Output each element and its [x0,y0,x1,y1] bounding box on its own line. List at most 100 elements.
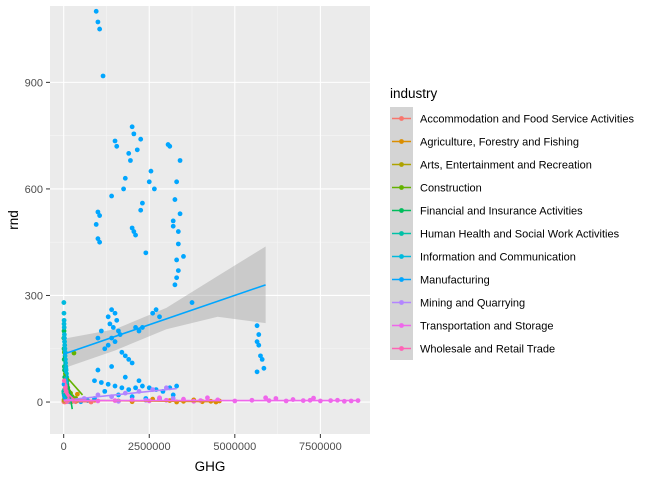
data-point [126,387,132,393]
y-axis-title: rnd [6,210,21,230]
legend-label: Accommodation and Food Service Activitie… [420,114,634,126]
data-point [116,328,121,334]
data-point [93,8,99,14]
data-point [109,307,115,313]
data-point [174,275,180,281]
legend-key-point [399,277,404,282]
data-point [105,314,111,320]
data-point [167,143,173,149]
data-point [97,239,103,245]
data-point [172,197,178,202]
data-point [105,342,111,348]
data-point [92,378,97,384]
data-point [107,321,113,327]
data-point [175,229,181,234]
data-point [136,378,142,384]
legend-key-point [399,208,404,213]
data-point [140,200,145,206]
legend-items: Accommodation and Food Service Activitie… [390,107,634,360]
confidence-bands [63,246,266,369]
data-point [95,367,101,373]
data-point [170,223,176,229]
legend-label: Agriculture, Forestry and Fishing [420,137,579,149]
y-tick-label: 600 [25,184,43,196]
data-point [170,218,176,224]
data-point [114,317,120,323]
x-axis-title: GHG [195,459,226,474]
data-point [61,328,67,334]
data-point [122,353,128,359]
data-point [105,381,111,387]
data-point [254,323,260,329]
data-point [134,147,140,153]
data-point [175,268,181,274]
data-point [157,395,162,401]
data-point [254,339,260,345]
data-point [98,328,104,334]
legend-label: Information and Communication [420,252,576,264]
data-point [95,209,101,215]
legend-key-point [399,346,404,351]
data-point [110,325,116,330]
data-point [263,395,269,401]
data-point [61,332,67,337]
data-point [97,213,103,218]
data-point [153,307,159,313]
data-point [259,357,265,362]
data-point [129,360,135,366]
data-point [138,136,144,142]
data-point [254,369,260,375]
data-point [205,395,210,401]
y-tick-label: 300 [25,290,43,302]
data-point [170,392,176,398]
data-point [62,339,67,345]
data-point [95,236,101,242]
data-point [174,383,180,389]
legend-label: Construction [420,183,482,195]
legend-label: Financial and Insurance Activities [420,206,583,218]
data-point [61,325,67,330]
data-point [256,332,262,337]
data-point [133,385,138,391]
data-point [62,342,68,348]
legend-key-point [399,300,404,305]
legend-label: Wholesale and Retail Trade [420,344,555,356]
data-point [129,225,135,231]
data-point [172,282,178,288]
data-point [114,143,120,149]
data-point [112,310,118,316]
data-point [189,300,195,305]
data-point [98,380,104,385]
data-point [97,26,103,32]
data-point [122,374,128,380]
y-tick-label: 900 [25,77,43,89]
data-point [95,335,101,341]
data-point [95,19,101,25]
axes: 0 2500000 5000000 7500000 0 300 600 900 [25,77,342,453]
legend-key-point [399,185,404,190]
x-tick-label: 0 [61,441,67,453]
data-point [261,365,267,371]
data-point [177,211,183,217]
legend-title: industry [390,86,438,101]
data-point [256,342,262,348]
data-point [311,395,316,401]
legend-label: Manufacturing [420,275,490,287]
data-point [136,328,142,334]
data-point [109,193,115,199]
data-point [102,346,108,352]
data-point [61,310,67,316]
trend-line [63,284,266,355]
data-point [148,168,154,174]
data-point [181,254,186,259]
data-point [62,335,67,341]
data-point [175,241,181,247]
data-point [74,391,80,397]
legend: industry Accommodation and Food Service … [390,86,634,360]
data-point [121,186,126,192]
data-point [129,124,135,130]
legend-label: Mining and Quarrying [420,298,525,310]
data-point [131,131,137,137]
data-point [100,73,106,79]
legend-label: Human Health and Social Work Activities [420,229,620,241]
